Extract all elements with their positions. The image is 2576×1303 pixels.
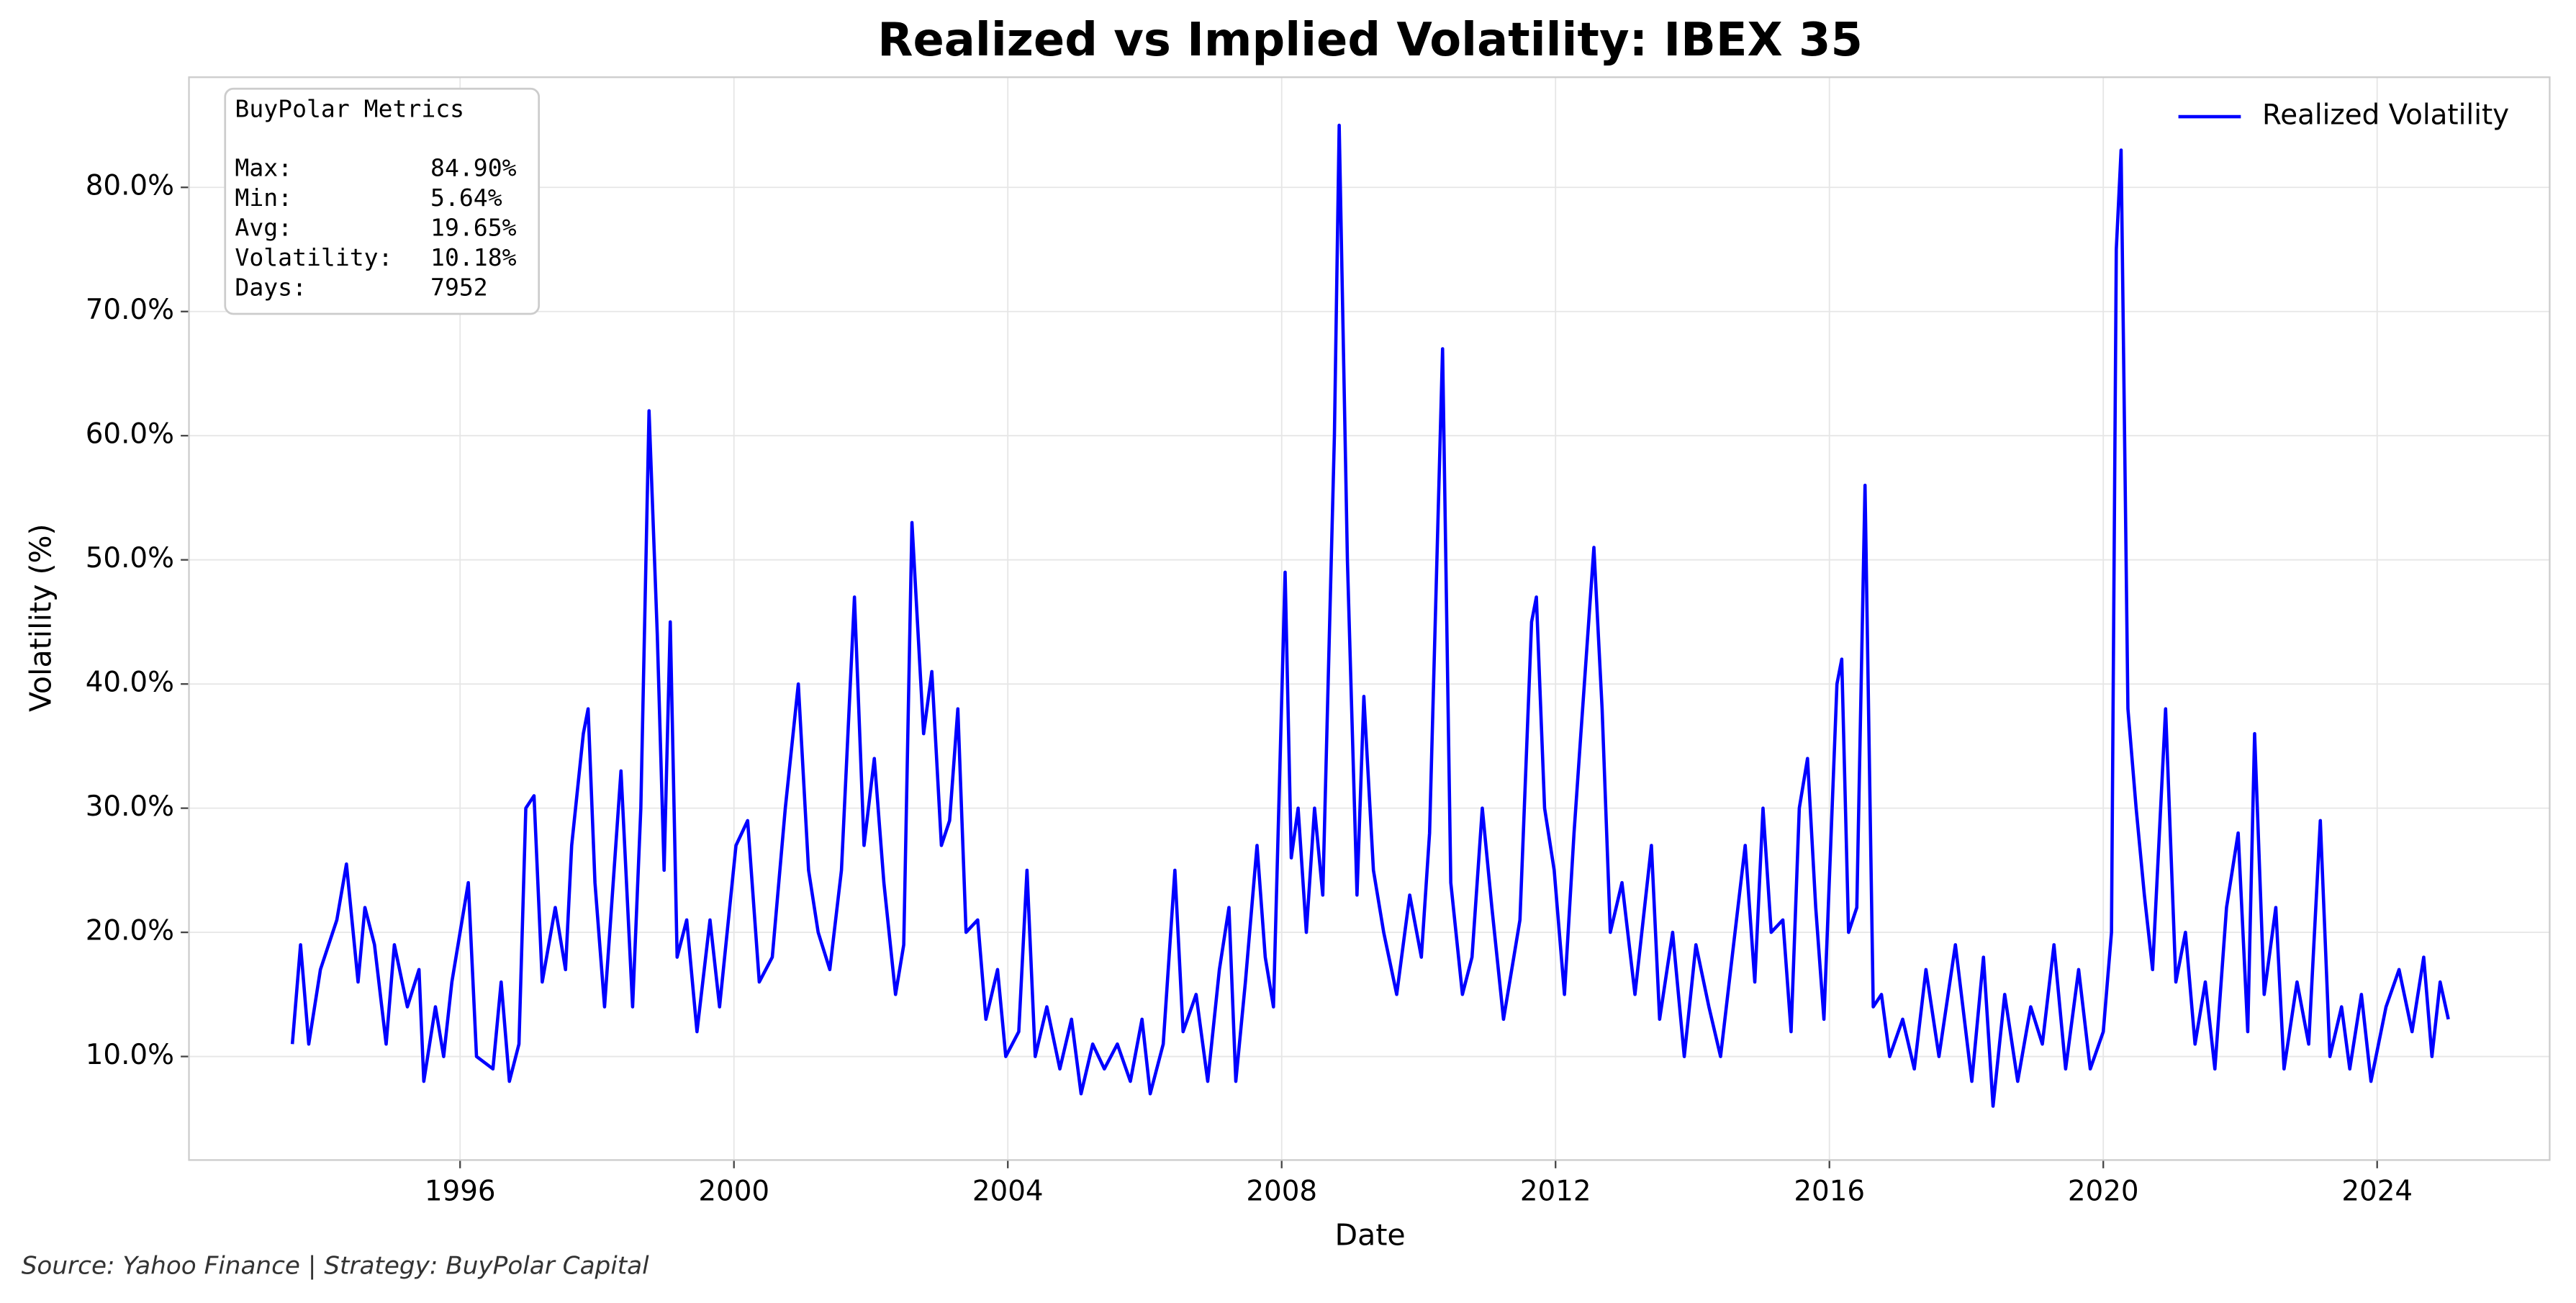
stats-value: 7952: [430, 274, 488, 302]
y-tick-label: 30.0%: [86, 790, 174, 823]
y-tick-label: 20.0%: [86, 915, 174, 947]
stats-value: 19.65%: [430, 214, 517, 242]
chart-title: Realized vs Implied Volatility: IBEX 35: [877, 14, 1863, 67]
x-tick-label: 2004: [972, 1176, 1044, 1208]
stats-key: Avg:: [235, 214, 292, 242]
stats-value: 5.64%: [430, 184, 502, 212]
x-tick-label: 2012: [1520, 1176, 1591, 1208]
x-tick-label: 2016: [1794, 1176, 1865, 1208]
stats-title: BuyPolar Metrics: [235, 94, 464, 122]
y-tick-label: 10.0%: [86, 1039, 174, 1071]
stats-key: Min:: [235, 184, 292, 212]
stats-value: 10.18%: [430, 243, 517, 271]
y-axis-label: Volatility (%): [23, 523, 58, 712]
plot-frame: [188, 76, 2551, 1161]
x-tick-label: 2020: [2068, 1176, 2139, 1208]
x-tick-label: 1996: [425, 1176, 496, 1208]
series-line: [290, 123, 2450, 1108]
stats-key: Days:: [235, 274, 307, 302]
source-note: Source: Yahoo Finance | Strategy: BuyPol…: [22, 1251, 649, 1280]
stats-value: 84.90%: [430, 154, 517, 182]
x-tick-label: 2000: [698, 1176, 769, 1208]
stats-key: Max:: [235, 154, 292, 182]
x-tick-label: 2024: [2341, 1176, 2413, 1208]
stats-box: [224, 87, 541, 315]
stats-key: Volatility:: [235, 243, 392, 271]
y-tick-label: 70.0%: [86, 294, 174, 326]
x-tick-label: 2008: [1246, 1176, 1317, 1208]
y-tick-label: 60.0%: [86, 418, 174, 451]
y-tick-label: 80.0%: [86, 170, 174, 202]
x-axis-label: Date: [1335, 1218, 1406, 1253]
legend-label: Realized Volatility: [2262, 99, 2509, 132]
y-tick-label: 40.0%: [86, 667, 174, 699]
y-tick-label: 50.0%: [86, 542, 174, 574]
